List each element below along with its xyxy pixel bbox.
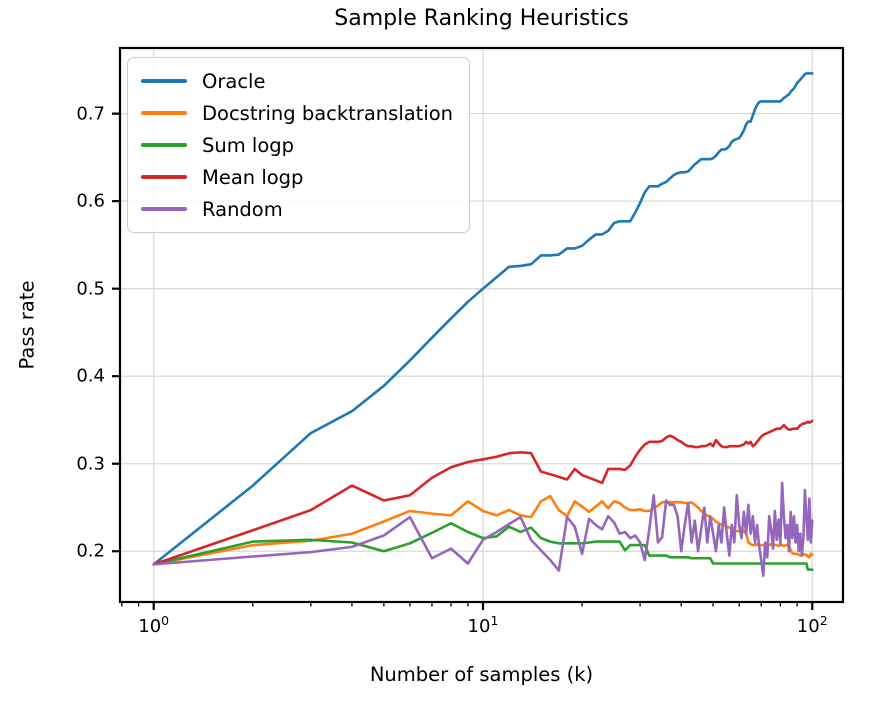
y-tick-label: 0.4 [76,365,105,387]
axis-ticks [112,112,814,610]
legend-entry: Sum logp [141,129,453,161]
legend-label: Random [202,197,283,221]
x-tick-label: 100 [138,613,170,637]
legend-swatch-icon [141,207,187,211]
legend-entry: Random [141,193,453,225]
series-line-random [152,481,814,578]
legend-swatch-icon [141,79,187,83]
legend-entry: Mean logp [141,161,453,193]
y-tick-label: 0.7 [76,103,105,125]
y-tick-label: 0.2 [76,540,105,562]
y-tick-label: 0.3 [76,453,105,475]
x-axis-label: Number of samples (k) [369,663,594,686]
legend-swatch-icon [141,111,187,115]
legend-entry: Docstring backtranslation [141,97,453,129]
legend-swatch-icon [141,175,187,179]
series-line-docstring-backtranslation [152,494,814,566]
legend-label: Sum logp [202,133,295,157]
plot-spines [118,46,845,604]
chart-title: Sample Ranking Heuristics [334,6,629,31]
legend: Oracle Docstring backtranslation Sum logp M… [127,57,471,233]
x-tick-label: 102 [796,613,828,637]
y-tick-label: 0.5 [76,278,105,300]
legend-label: Oracle [202,69,266,93]
legend-swatch-icon [141,143,187,147]
legend-label: Docstring backtranslation [202,101,454,125]
y-tick-label: 0.6 [76,190,105,212]
x-tick-label: 101 [467,613,499,637]
series-line-mean-logp [152,419,814,566]
series-line-oracle [152,72,814,566]
y-axis-label: Pass rate [15,280,39,370]
data-series [152,72,814,578]
legend-entry: Oracle [141,65,453,97]
legend-label: Mean logp [202,165,304,189]
